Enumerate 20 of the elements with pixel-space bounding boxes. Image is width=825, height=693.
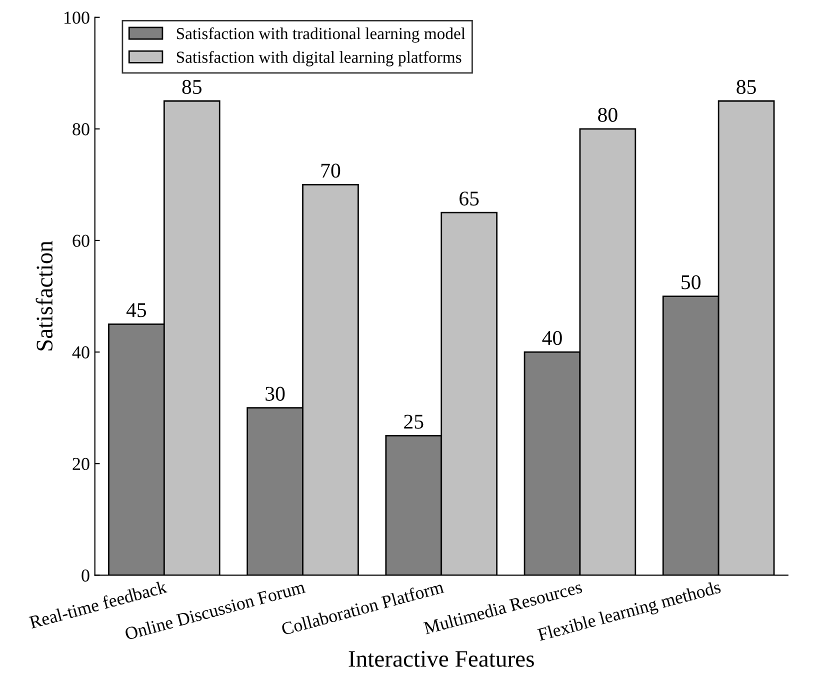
y-tick-label: 80 bbox=[72, 123, 90, 136]
legend-label: Satisfaction with traditional learning model bbox=[176, 27, 466, 43]
y-tick-label: 40 bbox=[72, 346, 90, 358]
data-label: 70 bbox=[321, 164, 340, 178]
data-label: 30 bbox=[266, 386, 285, 401]
data-label: 85 bbox=[736, 80, 756, 94]
data-label: 85 bbox=[182, 80, 202, 94]
data-label: 25 bbox=[404, 414, 424, 429]
y-tick-label: 20 bbox=[72, 458, 90, 470]
data-label: 65 bbox=[460, 192, 479, 206]
y-axis-title: Satisfaction bbox=[36, 240, 53, 350]
legend-label: Satisfaction with digital learning platforms bbox=[176, 50, 462, 66]
data-label: 40 bbox=[542, 330, 562, 346]
data-label: 45 bbox=[126, 303, 146, 318]
y-tick-label: 0 bbox=[82, 569, 90, 582]
x-axis-title: Interactive Features bbox=[348, 651, 534, 667]
y-tick-label: 100 bbox=[64, 12, 90, 24]
data-label: 50 bbox=[682, 275, 700, 290]
y-tick-label: 60 bbox=[72, 234, 90, 247]
data-label: 80 bbox=[598, 108, 618, 122]
